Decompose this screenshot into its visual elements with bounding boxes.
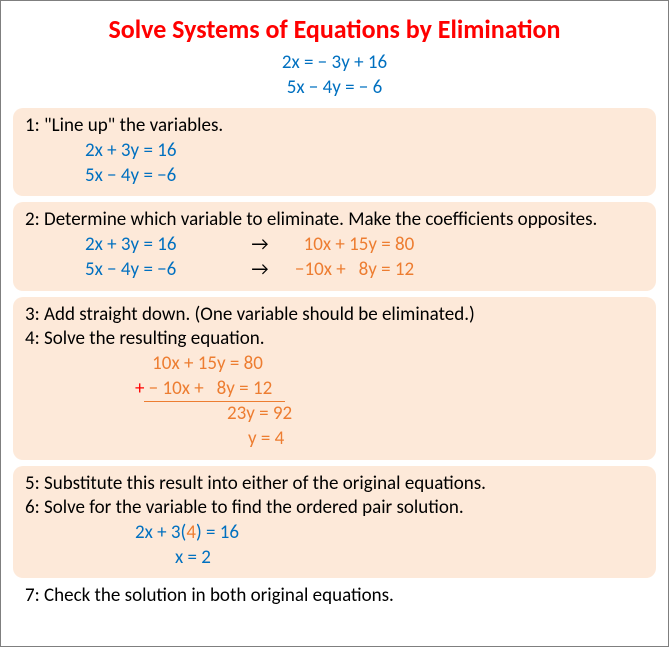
step2-box: 2: Determine which variable to eliminate… xyxy=(13,202,656,290)
step1-eq2: 5x − 4y = −6 xyxy=(25,164,644,189)
step56-eq: 2x + 3(4) = 16 xyxy=(25,521,644,546)
step1-box: 1: "Line up" the variables. 2x + 3y = 16… xyxy=(13,108,656,196)
step2-left2: 5x − 4y = −6 xyxy=(85,258,225,283)
step34-line4: y = 4 xyxy=(135,427,644,452)
step34-line1: 10x + 15y = 80 xyxy=(135,352,644,377)
step5-label: 5: Substitute this result into either of… xyxy=(25,472,644,497)
page-title: Solve Systems of Equations by Eliminatio… xyxy=(1,13,668,45)
step7-label: 7: Check the solution in both original e… xyxy=(25,584,656,607)
step2-row2: 5x − 4y = −6 → −10x + 8y = 12 xyxy=(25,258,644,283)
step2-right1: 10x + 15y = 80 xyxy=(295,233,414,258)
step3-label: 3: Add straight down. (One variable shou… xyxy=(25,303,644,328)
step2-row1: 2x + 3y = 16 → 10x + 15y = 80 xyxy=(25,233,644,258)
given-eq1: 2x = − 3y + 16 xyxy=(1,51,668,76)
step34-math: 10x + 15y = 80 + − 10x + 8y = 12 23y = 9… xyxy=(25,352,644,452)
step2-right2: −10x + 8y = 12 xyxy=(295,258,414,283)
given-equations: 2x = − 3y + 16 5x − 4y = − 6 xyxy=(1,51,668,100)
step2-label: 2: Determine which variable to eliminate… xyxy=(25,208,644,233)
step1-label: 1: "Line up" the variables. xyxy=(25,114,644,139)
arrow-icon: → xyxy=(225,258,295,283)
step34-line3: 23y = 92 xyxy=(135,402,644,427)
given-eq2: 5x − 4y = − 6 xyxy=(1,76,668,101)
step1-eq1: 2x + 3y = 16 xyxy=(25,139,644,164)
step6-label: 6: Solve for the variable to find the or… xyxy=(25,496,644,521)
step56-eq-sub: 4 xyxy=(186,521,196,544)
step56-result: x = 2 xyxy=(25,546,644,571)
step34-sum-row: + − 10x + 8y = 12 xyxy=(135,377,644,403)
step2-left1: 2x + 3y = 16 xyxy=(85,233,225,258)
step4-label: 4: Solve the resulting equation. xyxy=(25,327,644,352)
step34-line2: − 10x + 8y = 12 xyxy=(144,377,284,403)
step56-eq-post: ) = 16 xyxy=(196,521,239,544)
plus-sign: + xyxy=(135,377,144,400)
worksheet-container: Solve Systems of Equations by Eliminatio… xyxy=(0,0,669,647)
step56-box: 5: Substitute this result into either of… xyxy=(13,466,656,579)
arrow-icon: → xyxy=(225,233,295,258)
step34-box: 3: Add straight down. (One variable shou… xyxy=(13,297,656,460)
step56-eq-pre: 2x + 3( xyxy=(135,521,186,544)
